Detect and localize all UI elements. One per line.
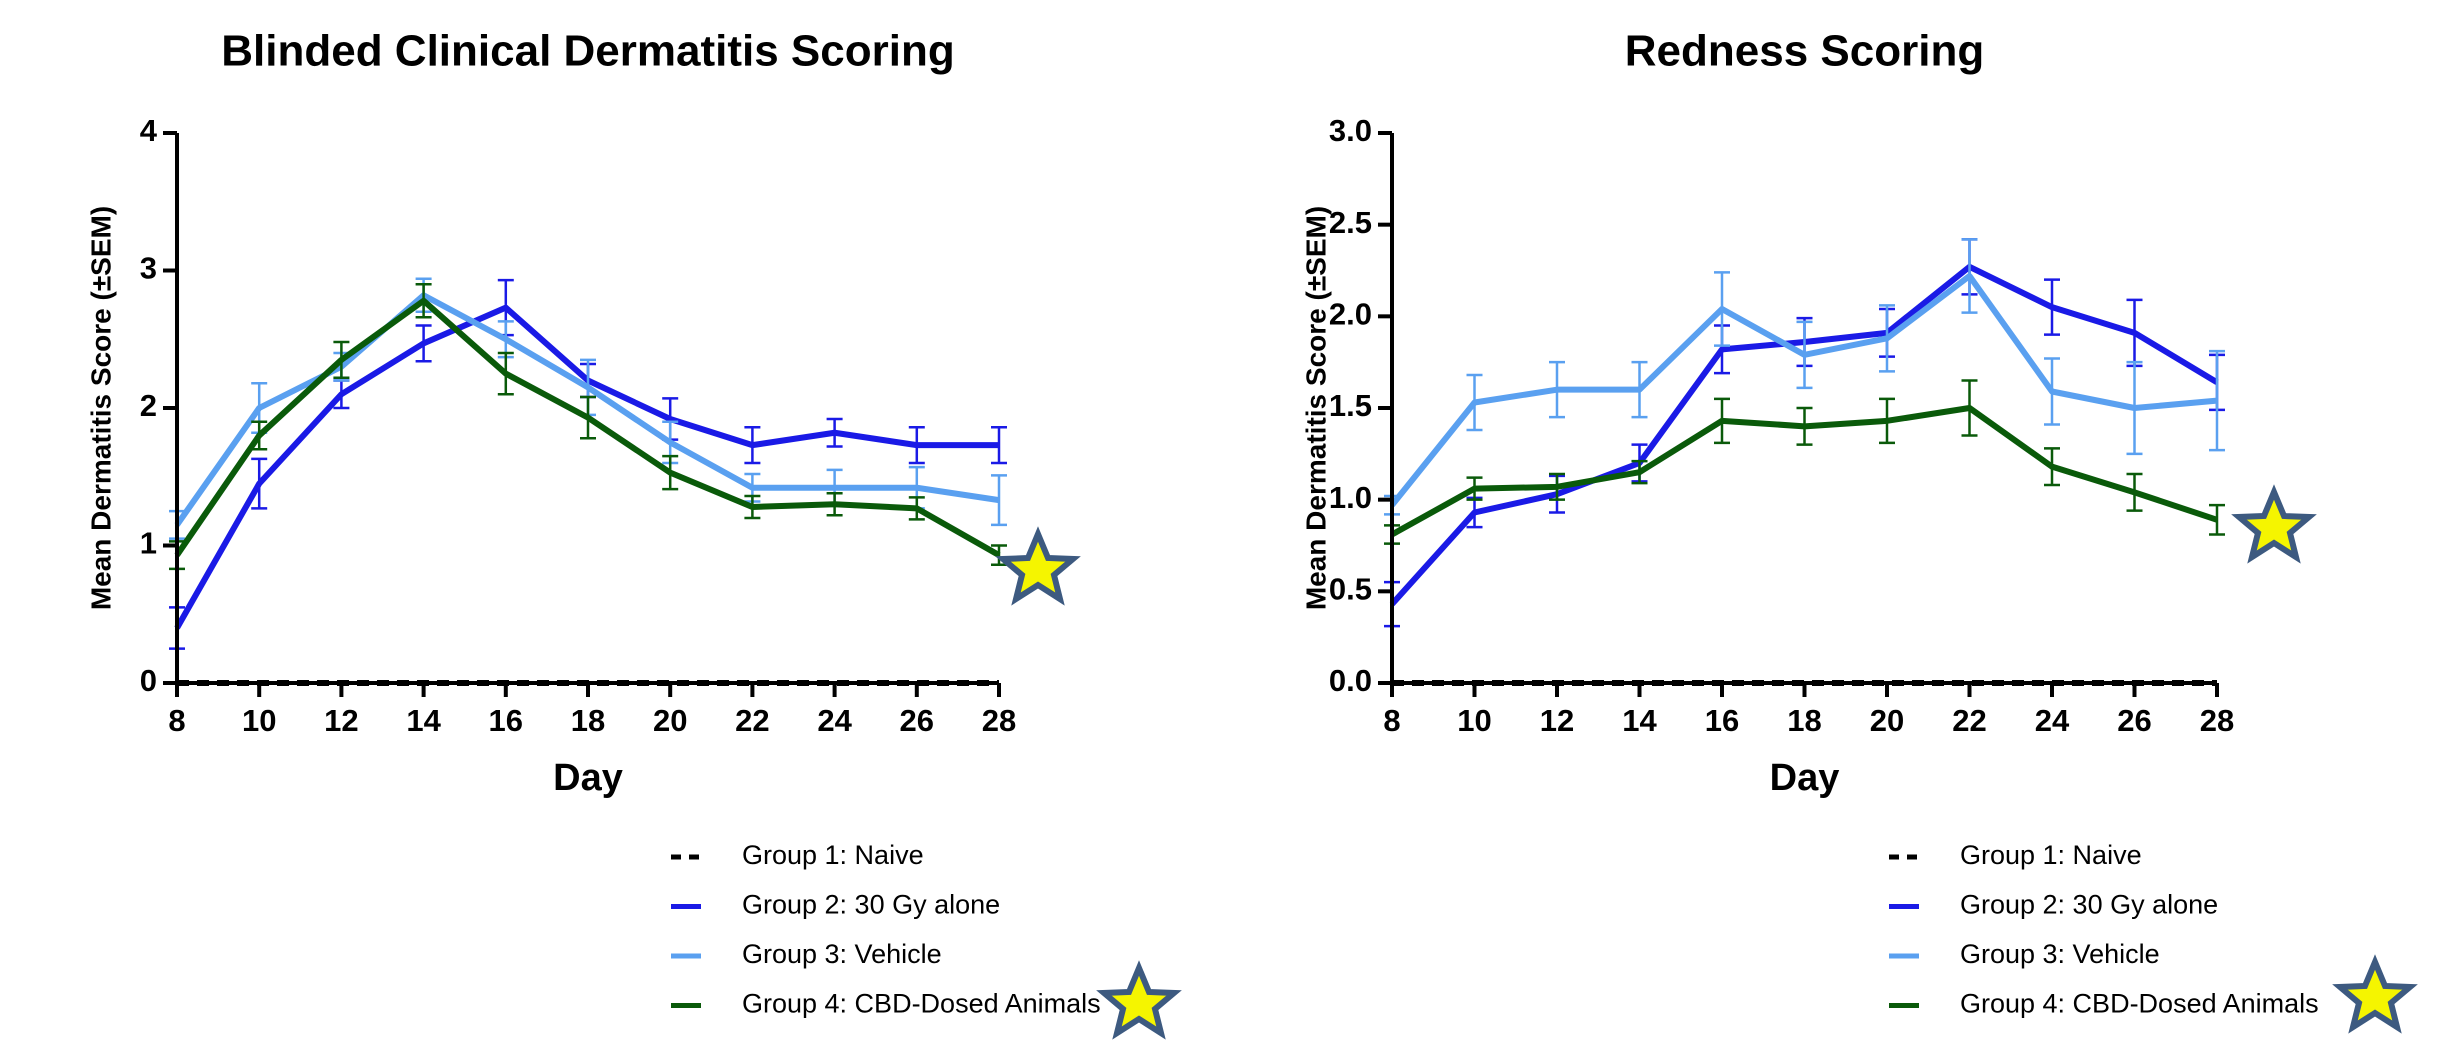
x-tick-label: 18 <box>571 703 605 738</box>
star-icon <box>2231 484 2317 564</box>
x-tick-label: 26 <box>900 703 934 738</box>
star-icon <box>2332 954 2418 1034</box>
legend-label: Group 1: Naive <box>1960 840 2142 870</box>
legend-label: Group 3: Vehicle <box>742 939 942 969</box>
x-tick-label: 24 <box>817 703 852 738</box>
series-line <box>1389 273 2218 508</box>
error-bar <box>2209 503 2225 536</box>
x-tick-label: 8 <box>1383 703 1400 738</box>
x-tick-label: 24 <box>2035 703 2070 738</box>
x-tick-label: 14 <box>1622 703 1657 738</box>
x-tick-label: 8 <box>168 703 185 738</box>
x-tick-label: 28 <box>2200 703 2234 738</box>
x-tick-label: 12 <box>324 703 358 738</box>
y-tick-label: 2 <box>140 388 157 423</box>
x-tick-label: 20 <box>653 703 687 738</box>
star-icon <box>995 526 1081 606</box>
y-tick-label: 0.0 <box>1329 663 1372 698</box>
y-tick-label: 0.5 <box>1329 572 1372 607</box>
y-tick-label: 1.5 <box>1329 388 1372 423</box>
x-tick-label: 10 <box>1457 703 1491 738</box>
legend-label: Group 3: Vehicle <box>1960 939 2160 969</box>
series-line <box>1390 405 2218 538</box>
y-axis-label: Mean Dermatitis Score (±SEM) <box>85 206 116 610</box>
x-tick-label: 10 <box>242 703 276 738</box>
x-axis-label: Day <box>553 757 623 799</box>
x-tick-label: 22 <box>735 703 769 738</box>
x-tick-label: 28 <box>982 703 1016 738</box>
y-tick-label: 1 <box>140 526 157 561</box>
x-tick-label: 16 <box>489 703 523 738</box>
y-tick-label: 3 <box>140 251 157 286</box>
legend-label: Group 4: CBD-Dosed Animals <box>742 989 1101 1019</box>
legend-label: Group 2: 30 Gy alone <box>742 890 1000 920</box>
x-tick-label: 16 <box>1705 703 1739 738</box>
y-tick-label: 2.5 <box>1329 205 1372 240</box>
x-axis-label: Day <box>1770 757 1840 799</box>
chart-title: Blinded Clinical Dermatitis Scoring <box>221 27 954 76</box>
x-tick-label: 26 <box>2117 703 2151 738</box>
x-tick-label: 20 <box>1870 703 1904 738</box>
series-line <box>174 292 1000 527</box>
x-tick-label: 12 <box>1540 703 1574 738</box>
legend-label: Group 4: CBD-Dosed Animals <box>1960 989 2319 1019</box>
series-line <box>174 304 999 630</box>
chart-title: Redness Scoring <box>1625 27 1984 76</box>
y-tick-label: 4 <box>140 113 158 148</box>
y-tick-label: 3.0 <box>1329 113 1372 148</box>
x-tick-label: 14 <box>406 703 441 738</box>
star-icon <box>1096 960 1182 1040</box>
x-tick-label: 18 <box>1787 703 1821 738</box>
x-tick-label: 22 <box>1952 703 1986 738</box>
y-tick-label: 2.0 <box>1329 297 1372 332</box>
y-tick-label: 0 <box>140 663 157 698</box>
y-tick-label: 1.0 <box>1329 480 1372 515</box>
series-line <box>174 297 1001 558</box>
legend-label: Group 2: 30 Gy alone <box>1960 890 2218 920</box>
legend-label: Group 1: Naive <box>742 840 924 870</box>
y-axis-label: Mean Dermatitis Score (±SEM) <box>1300 206 1331 610</box>
